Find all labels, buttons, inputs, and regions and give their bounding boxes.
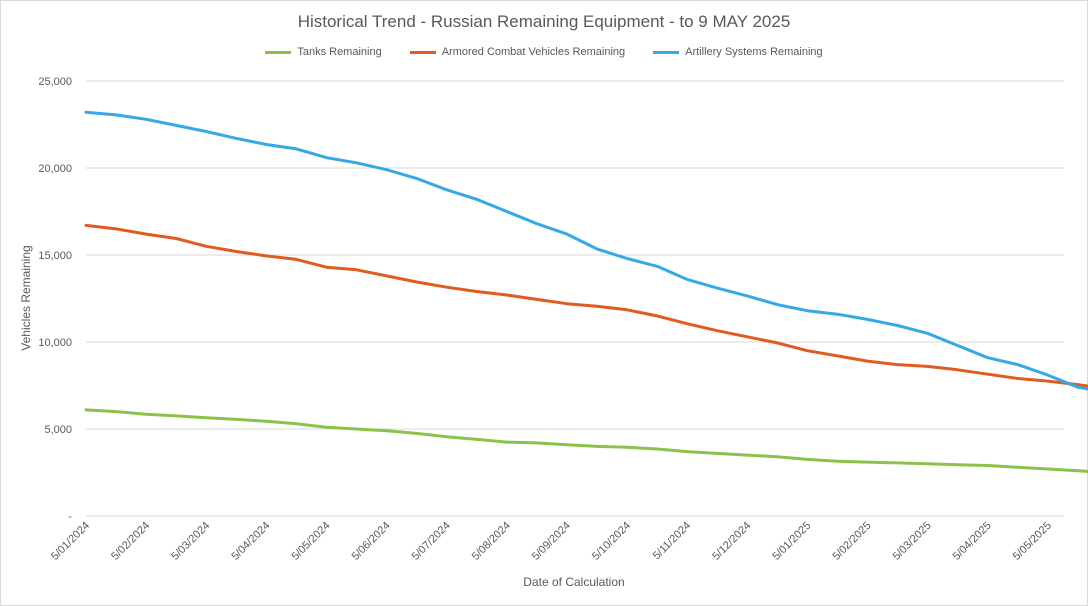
legend-swatch-armored	[409, 50, 436, 54]
x-tick-label: 5/09/2024	[530, 520, 573, 563]
x-tick-label: 5/08/2024	[470, 520, 513, 563]
x-tick-label: 5/01/2025	[770, 520, 813, 563]
series-line-0	[84, 408, 1088, 473]
legend-label-armored: Armored Combat Vehicles Remaining	[441, 46, 626, 58]
y-axis-title: Vehicles Remaining	[19, 245, 33, 350]
y-tick-label: 25,000	[38, 76, 72, 88]
series-lines	[84, 110, 1088, 473]
x-tick-label: 5/10/2024	[590, 520, 633, 563]
chart-title: Historical Trend - Russian Remaining Equ…	[297, 12, 791, 31]
x-tick-label: 5/02/2024	[109, 520, 152, 563]
x-tick-label: 5/04/2024	[229, 520, 272, 563]
x-tick-label: 5/07/2024	[410, 520, 453, 563]
chart-legend: Tanks Remaining Armored Combat Vehicles …	[0, 46, 1088, 58]
legend-item-armored: Armored Combat Vehicles Remaining	[409, 46, 626, 58]
legend-label-tanks: Tanks Remaining	[297, 46, 382, 58]
gridlines	[86, 80, 1064, 517]
x-tick-label: 5/01/2024	[49, 520, 92, 563]
y-tick-label: 15,000	[38, 250, 72, 262]
x-tick-label: 5/04/2025	[951, 520, 994, 563]
series-line-2	[84, 110, 1088, 391]
x-axis-title: Date of Calculation	[523, 575, 624, 589]
x-tick-label: 5/03/2024	[169, 520, 212, 563]
x-tick-label: 5/03/2025	[891, 520, 934, 563]
x-axis-ticks: 5/01/2024 5/02/2024 5/03/2024 5/04/2024 5/05…	[49, 520, 1054, 563]
legend-swatch-artillery	[653, 50, 680, 54]
legend-label-artillery: Artillery Systems Remaining	[685, 46, 823, 58]
legend-item-artillery: Artillery Systems Remaining	[653, 46, 823, 58]
y-axis-ticks: - 5,000 10,000 15,000 20,000 25,000	[38, 76, 72, 523]
y-tick-label: 5,000	[44, 424, 72, 436]
y-tick-label: 20,000	[38, 163, 72, 175]
series-line-1	[84, 223, 1088, 388]
x-tick-label: 5/05/2025	[1011, 520, 1054, 563]
y-tick-label: 10,000	[38, 337, 72, 349]
x-tick-label: 5/06/2024	[350, 520, 393, 563]
y-tick-label: -	[68, 511, 72, 523]
legend-swatch-tanks	[265, 50, 292, 54]
x-tick-label: 5/11/2024	[651, 520, 694, 563]
x-tick-label: 5/05/2024	[289, 520, 332, 563]
x-tick-label: 5/02/2025	[830, 520, 873, 563]
x-tick-label: 5/12/2024	[710, 520, 753, 563]
legend-item-tanks: Tanks Remaining	[265, 46, 382, 58]
